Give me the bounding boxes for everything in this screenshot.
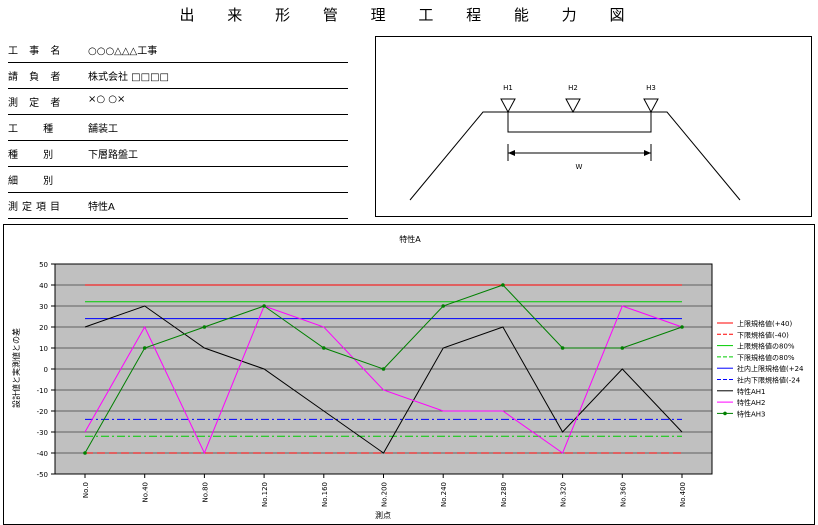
legend-label: 下限規格値(-40) xyxy=(737,330,789,339)
legend-label: 上限規格値(+40) xyxy=(737,319,793,328)
info-label: 種 別 xyxy=(8,150,58,161)
data-point xyxy=(322,346,326,350)
marker-h3-icon xyxy=(643,98,659,114)
x-tick-label: No.280 xyxy=(500,482,508,507)
y-tick-label: 10 xyxy=(39,345,48,353)
x-tick-label: No.40 xyxy=(142,482,150,503)
info-label: 測 定 者 xyxy=(8,98,65,109)
y-axis-title: 設計値と実測値との差 xyxy=(11,328,21,408)
x-tick-label: No.200 xyxy=(381,482,389,507)
legend-label: 下限規格値の80% xyxy=(737,353,795,362)
y-tick-label: 40 xyxy=(39,282,48,290)
info-value: 下層路盤工 xyxy=(88,150,138,161)
width-label: W xyxy=(576,163,583,171)
x-tick-label: No.0 xyxy=(82,482,90,498)
marker-h2-label: H2 xyxy=(568,84,578,92)
data-point xyxy=(202,325,207,329)
legend-label: 特性AH3 xyxy=(737,409,766,418)
data-point xyxy=(142,346,147,350)
info-value: ×○ ○× xyxy=(88,94,126,105)
legend-label: 上限規格値の80% xyxy=(737,342,795,351)
data-point xyxy=(381,367,386,371)
arrow-left-icon xyxy=(508,150,515,156)
cross-section-svg: H1 H2 H3 W xyxy=(409,84,741,201)
data-point xyxy=(262,304,266,308)
legend-label: 特性AH1 xyxy=(737,387,766,396)
x-tick-label: No.80 xyxy=(201,482,209,503)
y-tick-label: -30 xyxy=(37,429,48,437)
info-value: 特性A xyxy=(88,202,115,213)
y-tick-label: 0 xyxy=(44,366,48,374)
y-tick-label: 50 xyxy=(39,261,48,269)
info-row-subcategory: 細 別 xyxy=(8,166,348,193)
y-tick-label: 30 xyxy=(39,303,48,311)
legend-marker xyxy=(723,411,727,416)
info-label: 測定項目 xyxy=(8,202,64,213)
data-point xyxy=(501,283,505,287)
legend-label: 社内上限規格値(+24 xyxy=(737,364,804,373)
info-value: 株式会社 □□□□ xyxy=(88,72,169,83)
x-tick-label: No.120 xyxy=(261,482,269,507)
data-point xyxy=(560,346,565,350)
x-tick-label: No.240 xyxy=(440,482,448,507)
info-label: 請 負 者 xyxy=(8,72,65,83)
info-value: ○○○△△△工事 xyxy=(88,46,158,57)
info-label: 工 種 xyxy=(8,124,58,135)
marker-h2-icon xyxy=(565,98,581,114)
data-point xyxy=(680,325,684,329)
marker-h3-label: H3 xyxy=(646,84,656,92)
pavement-layer xyxy=(507,111,652,133)
chart-title: 特性A xyxy=(399,234,421,244)
data-point xyxy=(441,304,446,308)
series-line xyxy=(84,305,683,455)
data-point xyxy=(620,346,625,350)
legend-label: 特性AH2 xyxy=(737,398,766,407)
marker-h1-icon xyxy=(500,98,516,114)
x-tick-label: No.400 xyxy=(679,482,687,507)
x-tick-label: No.360 xyxy=(619,482,627,507)
info-label: 工 事 名 xyxy=(8,46,65,57)
info-row-contractor: 請 負 者 株式会社 □□□□ xyxy=(8,62,348,89)
info-row-category: 種 別 下層路盤工 xyxy=(8,140,348,167)
legend-label: 社内下限規格値(-24 xyxy=(737,376,801,385)
x-axis-title: 測点 xyxy=(375,510,391,520)
info-row-measurer: 測 定 者 ×○ ○× xyxy=(8,88,348,115)
x-tick-label: No.320 xyxy=(560,482,568,507)
y-tick-label: -40 xyxy=(37,450,48,458)
info-label: 細 別 xyxy=(8,176,58,187)
info-row-measured-item: 測定項目 特性A xyxy=(8,192,348,219)
y-tick-label: -10 xyxy=(37,387,48,395)
y-tick-label: 20 xyxy=(39,324,48,332)
marker-h1-label: H1 xyxy=(503,84,513,92)
y-tick-label: -50 xyxy=(37,471,48,479)
info-row-project: 工 事 名 ○○○△△△工事 xyxy=(8,36,348,63)
data-point xyxy=(83,451,87,455)
x-tick-label: No.160 xyxy=(321,482,329,507)
info-value: 舗装工 xyxy=(88,124,118,135)
arrow-right-icon xyxy=(644,150,651,156)
y-tick-label: -20 xyxy=(37,408,48,416)
info-row-work-type: 工 種 舗装工 xyxy=(8,114,348,141)
cross-section-diagram: H1 H2 H3 W xyxy=(375,36,812,217)
page-title: 出 来 形 管 理 工 程 能 力 図 xyxy=(179,6,639,24)
